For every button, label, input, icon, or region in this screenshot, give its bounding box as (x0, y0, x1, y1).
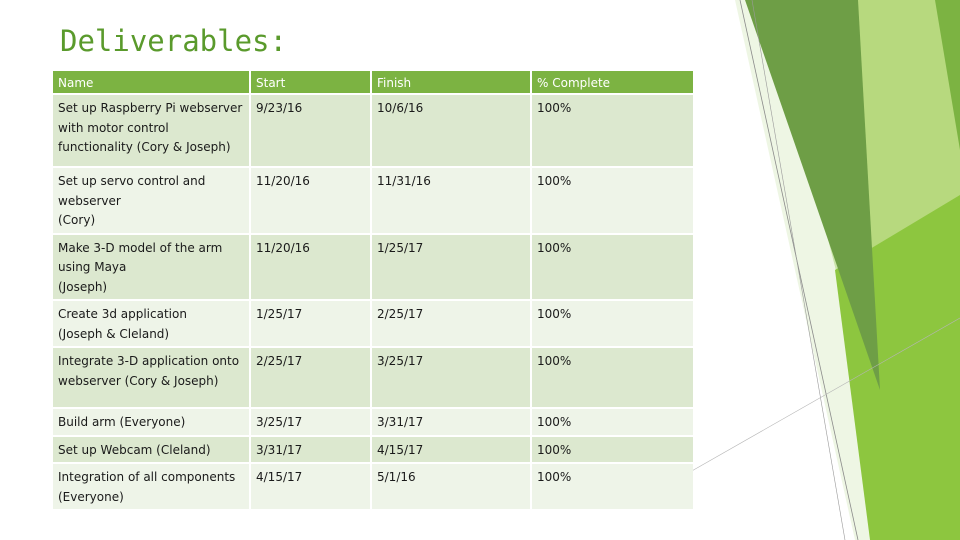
decor-shape-dark-green (745, 0, 880, 390)
cell-start: 9/23/16 (250, 94, 372, 168)
cell-name-line: Set up Webcam (Cleland) (58, 442, 211, 457)
decor-shape-top-right (935, 0, 960, 150)
header-finish: Finish (371, 71, 532, 95)
cell-finish: 3/25/17 (371, 347, 532, 409)
cell-name: Make 3-D model of the arm using Maya (Jo… (53, 233, 251, 301)
decor-line-3 (689, 317, 960, 473)
cell-complete: 100% (531, 347, 693, 409)
cell-start: 4/15/17 (250, 463, 372, 511)
cell-start: 3/31/17 (250, 435, 372, 464)
decor-line-1 (739, 0, 859, 540)
cell-start: 11/20/16 (250, 167, 372, 235)
header-name: Name (53, 71, 251, 95)
slide-title: Deliverables: (60, 24, 287, 58)
cell-start: 3/25/17 (250, 408, 372, 437)
cell-name-line: Make 3-D model of the arm (58, 240, 223, 255)
cell-name-line: with motor control (58, 120, 169, 135)
deliverables-table: Name Start Finish % Complete Set up Rasp… (53, 71, 693, 511)
cell-start: 2/25/17 (250, 347, 372, 409)
cell-finish: 11/31/16 (371, 167, 532, 235)
cell-name-line: Build arm (Everyone) (58, 415, 186, 429)
table-row: Set up servo control and webserver (Cory… (53, 167, 693, 235)
cell-name-line: (Joseph) (58, 279, 108, 294)
cell-start: 11/20/16 (250, 233, 372, 301)
cell-name: Build arm (Everyone) (53, 408, 251, 437)
cell-name: Integration of all components (Everyone) (53, 463, 251, 511)
table-row: Set up Webcam (Cleland) 3/31/17 4/15/17 … (53, 435, 693, 464)
cell-finish: 5/1/16 (371, 463, 532, 511)
table-row: Integration of all components (Everyone)… (53, 463, 693, 511)
cell-name: Set up Raspberry Pi webserver with motor… (53, 94, 251, 168)
cell-name-line: (Cory) (58, 213, 96, 227)
cell-finish: 4/15/17 (371, 435, 532, 464)
cell-complete: 100% (531, 300, 693, 348)
cell-complete: 100% (531, 167, 693, 235)
header-start: Start (250, 71, 372, 95)
cell-name-line: functionality (Cory & Joseph) (58, 140, 231, 154)
cell-name-line: Integration of all components (58, 470, 236, 484)
cell-name: Set up Webcam (Cleland) (53, 435, 251, 464)
table-row: Build arm (Everyone) 3/25/17 3/31/17 100… (53, 408, 693, 437)
cell-name-line: Integrate 3-D application onto (58, 354, 240, 368)
cell-name: Set up servo control and webserver (Cory… (53, 167, 251, 235)
cell-name-line: Create 3d application (58, 307, 187, 321)
cell-finish: 1/25/17 (371, 233, 532, 301)
cell-complete: 100% (531, 94, 693, 168)
cell-complete: 100% (531, 435, 693, 464)
header-complete: % Complete (531, 71, 693, 95)
cell-name-line: webserver (Cory & Joseph) (58, 373, 219, 388)
table-row: Set up Raspberry Pi webserver with motor… (53, 94, 693, 168)
cell-name-line: using Maya (58, 260, 127, 274)
cell-complete: 100% (531, 233, 693, 301)
cell-name-line: Set up Raspberry Pi webserver (58, 101, 243, 115)
table-row: Create 3d application (Joseph & Cleland)… (53, 300, 693, 348)
table-row: Make 3-D model of the arm using Maya (Jo… (53, 233, 693, 301)
cell-finish: 3/31/17 (371, 408, 532, 437)
cell-name-line: (Everyone) (58, 489, 124, 504)
cell-start: 1/25/17 (250, 300, 372, 348)
decor-line-2 (751, 0, 846, 540)
cell-name: Create 3d application (Joseph & Cleland) (53, 300, 251, 348)
cell-name-line: (Joseph & Cleland) (58, 326, 170, 341)
cell-complete: 100% (531, 463, 693, 511)
table-row: Integrate 3-D application onto webserver… (53, 347, 693, 409)
cell-complete: 100% (531, 408, 693, 437)
cell-finish: 10/6/16 (371, 94, 532, 168)
cell-name-line: webserver (58, 193, 121, 208)
cell-name-line: Set up servo control and (58, 174, 206, 188)
cell-finish: 2/25/17 (371, 300, 532, 348)
cell-name: Integrate 3-D application onto webserver… (53, 347, 251, 409)
table-header-row: Name Start Finish % Complete (53, 71, 693, 95)
